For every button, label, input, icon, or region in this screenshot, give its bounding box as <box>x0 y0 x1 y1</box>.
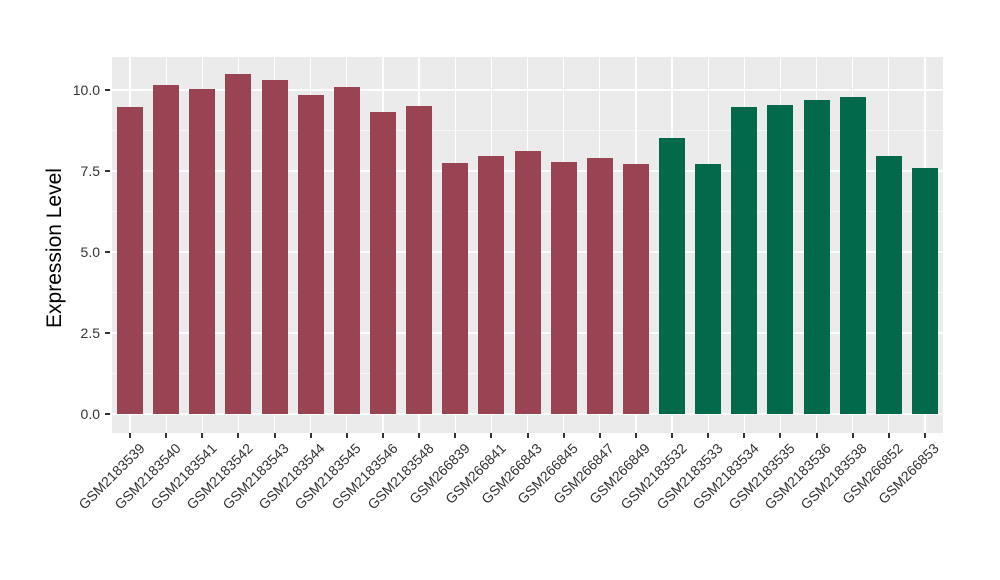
y-tick-mark <box>105 332 110 334</box>
x-tick-mark <box>671 433 674 438</box>
x-tick-mark <box>418 433 421 438</box>
x-tick-mark <box>273 433 276 438</box>
bar-GSM266849 <box>622 163 649 414</box>
x-tick-mark <box>237 433 240 438</box>
bar-GSM266843 <box>514 151 541 414</box>
y-tick-label: 5.0 <box>80 244 100 260</box>
bar-GSM2183532 <box>659 138 686 414</box>
bar-GSM2183536 <box>803 100 830 414</box>
x-tick-mark <box>598 433 601 438</box>
bar-GSM2183534 <box>731 107 758 414</box>
y-tick-mark <box>105 170 110 172</box>
bar-GSM2183541 <box>189 89 216 414</box>
x-tick-mark <box>345 433 348 438</box>
y-tick-label: 2.5 <box>80 325 100 341</box>
bar-GSM266852 <box>875 156 902 414</box>
y-tick-mark <box>105 251 110 253</box>
bar-GSM266853 <box>911 168 938 414</box>
x-tick-mark <box>201 433 204 438</box>
y-axis-title: Expression Level <box>43 168 66 328</box>
y-tick-label: 0.0 <box>80 406 100 422</box>
bar-GSM2183535 <box>767 105 794 414</box>
x-tick-mark <box>743 433 746 438</box>
y-tick-label: 7.5 <box>80 163 100 179</box>
y-tick-mark <box>105 89 110 91</box>
bar-GSM2183540 <box>153 84 180 414</box>
x-tick-mark <box>454 433 457 438</box>
bar-GSM2183542 <box>225 73 252 414</box>
bar-GSM266839 <box>442 162 469 414</box>
bar-GSM2183546 <box>369 112 396 414</box>
x-tick-mark <box>779 433 782 438</box>
x-tick-mark <box>707 433 710 438</box>
bar-GSM2183543 <box>261 79 288 414</box>
x-tick-mark <box>490 433 493 438</box>
x-tick-mark <box>165 433 168 438</box>
y-tick-mark <box>105 413 110 415</box>
x-tick-mark <box>526 433 529 438</box>
bar-GSM2183539 <box>117 107 144 414</box>
x-tick-mark <box>887 433 890 438</box>
x-tick-mark <box>851 433 854 438</box>
bar-GSM2183538 <box>839 97 866 414</box>
x-tick-mark <box>129 433 132 438</box>
x-tick-mark <box>381 433 384 438</box>
x-tick-mark <box>815 433 818 438</box>
x-tick-mark <box>634 433 637 438</box>
bar-GSM2183548 <box>406 105 433 414</box>
plot-panel <box>112 57 943 433</box>
bar-GSM2183533 <box>695 163 722 414</box>
bar-GSM2183545 <box>333 87 360 414</box>
bar-GSM2183544 <box>297 94 324 414</box>
bar-GSM266845 <box>550 162 577 414</box>
x-tick-mark <box>309 433 312 438</box>
x-tick-mark <box>562 433 565 438</box>
x-tick-mark <box>923 433 926 438</box>
bar-GSM266847 <box>586 158 613 414</box>
bar-GSM266841 <box>478 156 505 414</box>
y-tick-label: 10.0 <box>72 82 100 98</box>
